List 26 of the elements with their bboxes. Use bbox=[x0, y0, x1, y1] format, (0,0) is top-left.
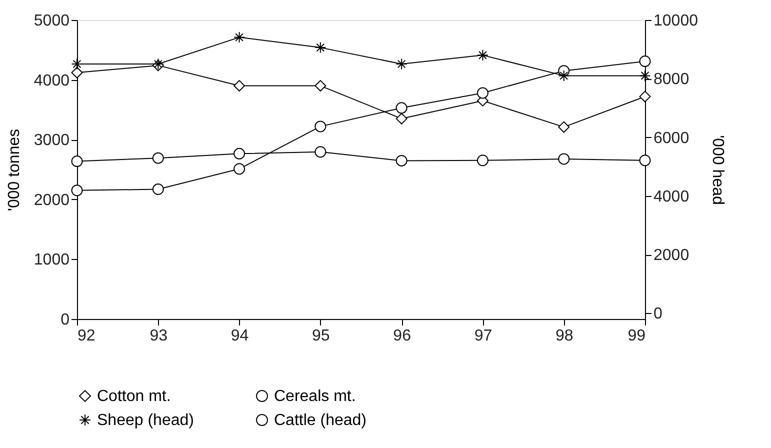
y-tick-label: 1000 bbox=[34, 252, 70, 269]
y2-axis-title: '000 head bbox=[708, 135, 726, 205]
y2-tick-label: 6000 bbox=[654, 130, 690, 147]
x-tick-label: 97 bbox=[474, 328, 492, 344]
x-tick-label: 94 bbox=[230, 328, 249, 344]
legend-label: Sheep (head) bbox=[97, 412, 194, 429]
y-tick-label: 0 bbox=[60, 312, 70, 328]
y-axis-title: '000 tonnes bbox=[6, 128, 23, 212]
y2-tick-label: 4000 bbox=[654, 188, 690, 206]
x-tick-label: 95 bbox=[312, 328, 330, 344]
x-tick-label: 96 bbox=[393, 328, 412, 344]
legend-label: Cereals mt. bbox=[274, 388, 356, 405]
y-tick-label: 2000 bbox=[34, 192, 70, 209]
x-tick-label: 92 bbox=[78, 328, 96, 344]
x-tick-label: 99 bbox=[628, 328, 646, 344]
y-tick-label: 3000 bbox=[34, 132, 70, 150]
y2-tick-label: 10000 bbox=[654, 12, 698, 30]
x-tick-label: 98 bbox=[555, 328, 574, 344]
x-tick-label: 93 bbox=[150, 328, 168, 344]
legend-label: Cattle (head) bbox=[274, 412, 366, 429]
y2-tick-label: 2000 bbox=[654, 247, 690, 264]
y-tick-label: 5000 bbox=[34, 12, 70, 30]
legend-label: Cotton mt. bbox=[97, 388, 171, 405]
y2-tick-label: 8000 bbox=[654, 71, 690, 88]
y-tick-label: 4000 bbox=[34, 72, 70, 90]
y2-tick-label: 0 bbox=[654, 306, 662, 323]
